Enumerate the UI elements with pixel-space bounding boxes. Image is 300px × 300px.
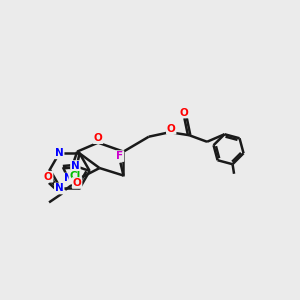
Text: Cl: Cl: [69, 171, 81, 181]
Text: N: N: [71, 161, 80, 171]
Text: O: O: [73, 178, 82, 188]
Text: O: O: [167, 124, 176, 134]
Text: O: O: [94, 133, 102, 143]
Text: N: N: [55, 184, 64, 194]
Text: O: O: [180, 107, 188, 118]
Text: F: F: [116, 151, 123, 161]
Text: N: N: [64, 173, 73, 184]
Text: O: O: [44, 172, 52, 182]
Text: N: N: [55, 148, 64, 158]
